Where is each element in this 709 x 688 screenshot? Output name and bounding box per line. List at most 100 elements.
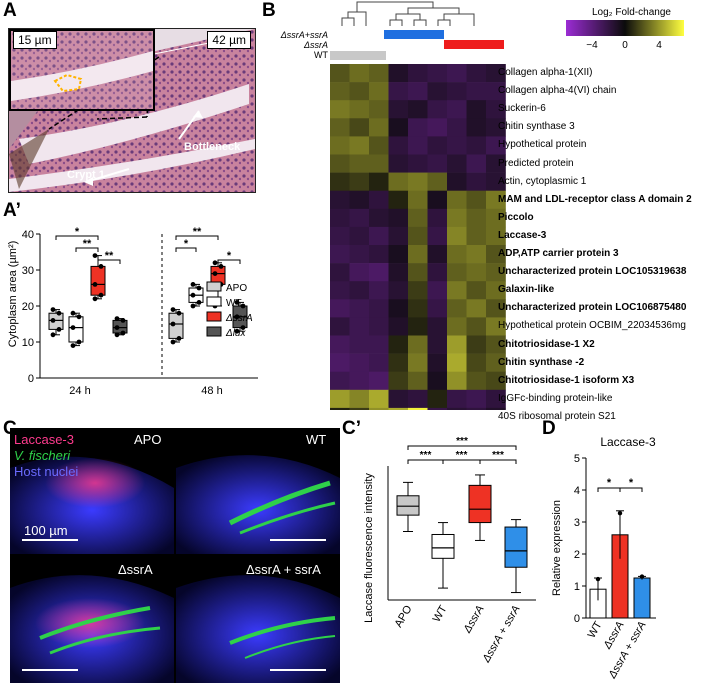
heatmap-cell: [427, 136, 448, 155]
heatmap-cell: [330, 299, 350, 318]
data-point: [176, 336, 182, 341]
heatmap-cell: [486, 245, 506, 264]
heatmap-cell: [408, 190, 428, 210]
data-point: [114, 332, 120, 338]
box: [396, 495, 420, 516]
heatmap-cell: [466, 190, 487, 210]
heatmap-cell: [466, 154, 487, 173]
heatmap-cell: [369, 281, 389, 300]
fluorescence-scale-label: 100 µm: [24, 523, 68, 538]
heatmap-cell: [447, 353, 467, 372]
heatmap-cell: [427, 172, 448, 191]
heatmap-cell: [388, 190, 409, 210]
significance-bracket: [75, 247, 99, 252]
data-point: [218, 264, 224, 269]
heatmap-cell: [486, 118, 506, 137]
y-tick-label: 4: [574, 485, 580, 497]
legend-label: APO: [226, 283, 247, 294]
data-point: [234, 328, 240, 334]
heatmap-cell: [369, 353, 389, 372]
heatmap-cell: [388, 263, 409, 282]
y-tick-label: 1: [574, 581, 580, 593]
expression-ylabel: Relative expression: [551, 500, 563, 596]
heatmap-cell: [408, 281, 428, 300]
data-point: [212, 260, 218, 266]
heatmap-cell: [349, 100, 370, 119]
heatmap-cell: [408, 208, 428, 228]
data-point: [56, 310, 62, 316]
heatmap-cell: [408, 64, 428, 83]
significance-label: *: [629, 477, 634, 489]
panel-label-b: B: [262, 0, 276, 21]
data-point: [92, 282, 98, 287]
data-point: [114, 316, 120, 321]
heatmap-cell: [388, 136, 409, 155]
heatmap-cell: [466, 335, 487, 354]
heatmap-cell: [369, 136, 389, 155]
heatmap-row-label: MAM and LDL-receptor class A domain 2: [498, 193, 692, 205]
bar: [633, 577, 651, 619]
heatmap-cell: [369, 335, 389, 354]
significance-label: ***: [492, 450, 504, 461]
cytoplasm-area-chart: Cytoplasm area (µm²) 0 10 20 30 40 24 h 48 h *…: [7, 226, 258, 397]
heatmap-cell: [369, 190, 389, 210]
data-point: [170, 321, 176, 327]
data-point: [639, 574, 645, 579]
heatmap-cell: [408, 335, 428, 354]
data-point: [50, 318, 56, 323]
heatmap-cell: [408, 118, 428, 137]
heatmap-row-label: Suckerin-6: [498, 103, 546, 115]
significance-bracket: [97, 259, 121, 264]
heatmap-cell: [408, 353, 428, 372]
heatmap-cell: [388, 389, 409, 409]
heatmap-cell: [427, 371, 448, 391]
heatmap-cell: [486, 226, 506, 246]
heatmap-cell: [486, 190, 506, 210]
heatmap-cell: [349, 389, 370, 409]
heatmap-cell: [330, 407, 350, 410]
heatmap-cell: [486, 353, 506, 372]
data-point: [70, 325, 76, 330]
heatmap-cell: [427, 64, 448, 83]
heatmap-cell: [447, 64, 467, 83]
heatmap-cell: [330, 245, 350, 264]
heatmap-cell: [486, 317, 506, 336]
heatmap-row-label: Chitotriosidase-1 isoform X3: [498, 374, 635, 386]
heatmap-cell: [408, 299, 428, 318]
heatmap-cell: [447, 100, 467, 119]
box: [168, 312, 184, 339]
significance-label: ***: [420, 450, 432, 461]
laccase-intensity-ylabel: Laccase fluorescence intensity: [363, 473, 375, 623]
heatmap-cell: [466, 407, 487, 410]
legend-label: ΔssrA: [225, 313, 253, 324]
heatmap-cell: [486, 407, 506, 410]
tile-label-complement: ΔssrA + ssrA: [246, 562, 321, 577]
expression-chart-title: Laccase-3: [600, 435, 656, 449]
category-label: WT: [586, 619, 605, 640]
heatmap-cell: [388, 154, 409, 173]
data-point: [240, 325, 246, 330]
heatmap-cell: [486, 100, 506, 119]
data-point: [56, 327, 62, 332]
heatmap-cell: [330, 172, 350, 191]
panel-label-a-prime: A’: [3, 200, 21, 221]
heatmap-cell: [466, 82, 487, 101]
heatmap-cell: [408, 154, 428, 173]
heatmap-cell: [427, 407, 448, 410]
significance-bracket: [175, 235, 219, 240]
data-point: [190, 292, 196, 298]
heatmap-cell: [408, 172, 428, 191]
column-dendrogram: [341, 1, 475, 26]
y-tick-label: 10: [22, 337, 34, 349]
data-point: [76, 314, 82, 320]
significance-label: ***: [456, 436, 468, 447]
legend-swatch: [206, 311, 222, 322]
heatmap-row-label: Uncharacterized protein LOC106875480: [498, 302, 687, 314]
heatmap-cell: [427, 154, 448, 173]
heatmap-cell: [408, 371, 428, 391]
heatmap-cell: [349, 335, 370, 354]
box: [90, 265, 106, 296]
heatmap-cell: [466, 299, 487, 318]
heatmap-cell: [408, 317, 428, 336]
group-label-ssra: ΔssrA: [303, 40, 328, 50]
